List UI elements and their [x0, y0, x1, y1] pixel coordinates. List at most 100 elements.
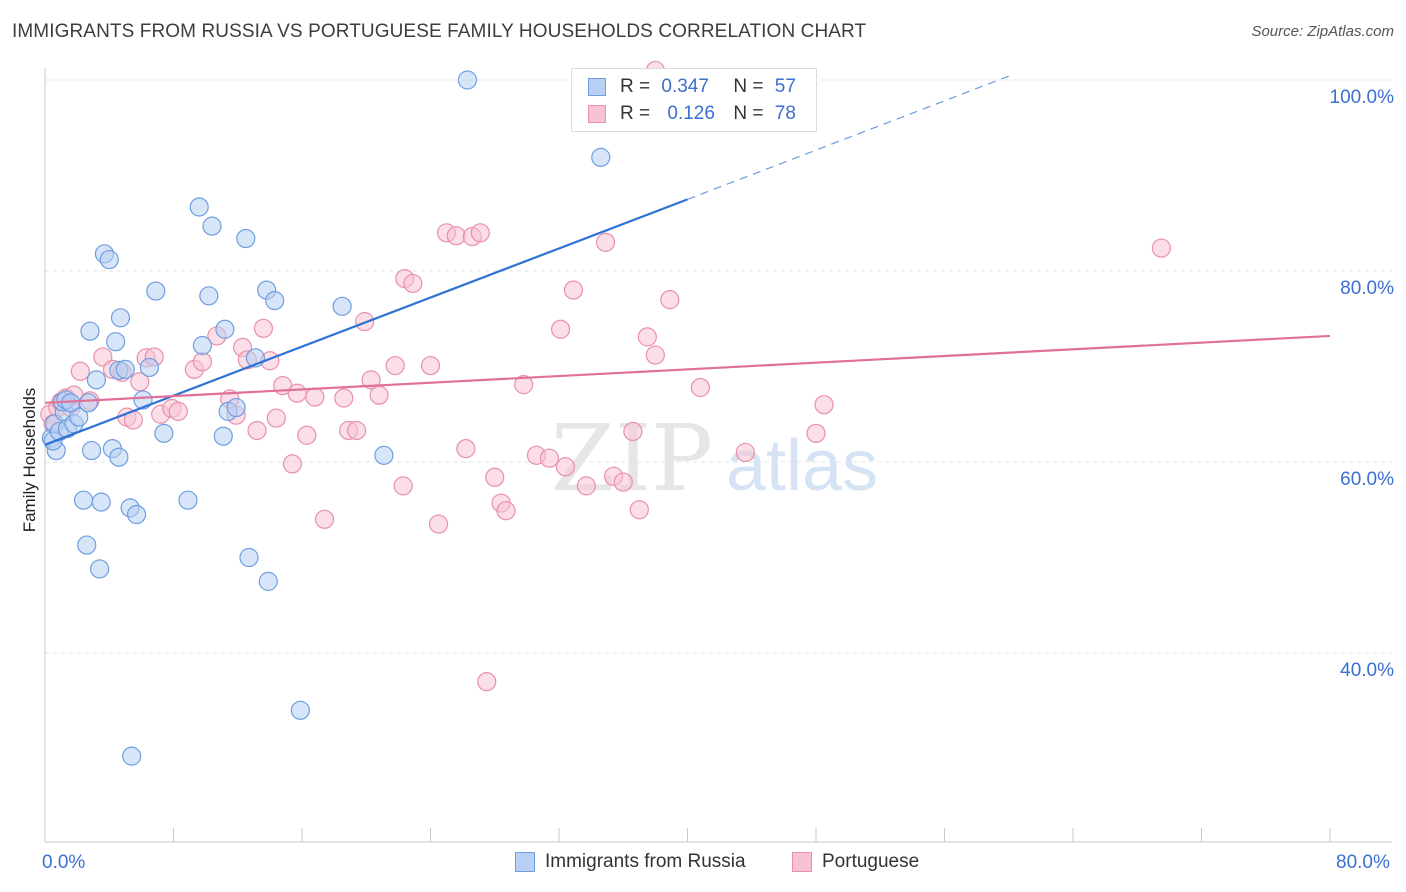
legend-swatch-portuguese: [792, 852, 812, 872]
portuguese-point-47[interactable]: [420, 355, 441, 376]
portuguese-point-63[interactable]: [576, 476, 596, 496]
portuguese-point-50[interactable]: [446, 226, 466, 246]
portuguese-point-14[interactable]: [130, 372, 150, 392]
x-tick-label-min: 0.0%: [42, 852, 86, 873]
russia-point-15[interactable]: [80, 321, 100, 341]
portuguese-point-46[interactable]: [393, 476, 413, 496]
russia-point-50[interactable]: [374, 445, 394, 465]
n-label: N =: [733, 103, 764, 124]
russia-point-25[interactable]: [109, 447, 129, 467]
legend-item-russia[interactable]: Immigrants from Russia: [515, 851, 746, 873]
russia-trend-extension: [687, 75, 1009, 200]
portuguese-point-71[interactable]: [660, 290, 680, 310]
portuguese-point-33[interactable]: [287, 383, 307, 403]
russia-point-10[interactable]: [69, 407, 89, 427]
portuguese-point-48[interactable]: [428, 514, 449, 534]
russia-point-38[interactable]: [178, 490, 198, 510]
russia-point-41[interactable]: [226, 397, 246, 418]
russia-point-43[interactable]: [236, 228, 256, 249]
legend-item-portuguese[interactable]: Portuguese: [792, 851, 919, 873]
portuguese-point-30[interactable]: [266, 408, 286, 428]
portuguese-point-41[interactable]: [361, 370, 381, 390]
portuguese-point-45[interactable]: [403, 273, 423, 294]
portuguese-point-70[interactable]: [645, 345, 665, 365]
russia-point-13[interactable]: [86, 370, 107, 390]
russia-point-19[interactable]: [110, 308, 131, 328]
russia-point-30[interactable]: [133, 390, 153, 410]
portuguese-point-76[interactable]: [814, 395, 834, 415]
russia-point-52[interactable]: [122, 746, 142, 766]
portuguese-point-34[interactable]: [297, 425, 317, 445]
portuguese-point-77[interactable]: [477, 672, 497, 692]
russia-point-46[interactable]: [265, 291, 285, 311]
russia-point-33[interactable]: [154, 423, 174, 443]
r-value-portuguese: 0.126: [667, 103, 715, 124]
portuguese-point-43[interactable]: [385, 355, 405, 376]
portuguese-point-28[interactable]: [253, 318, 274, 338]
russia-point-39[interactable]: [215, 319, 235, 339]
portuguese-point-57[interactable]: [514, 375, 534, 395]
russia-point-49[interactable]: [332, 296, 352, 316]
russia-point-32[interactable]: [146, 281, 166, 301]
portuguese-point-74[interactable]: [735, 442, 755, 463]
russia-point-28[interactable]: [77, 535, 97, 555]
data-points: [40, 60, 1171, 766]
russia-point-34[interactable]: [189, 197, 209, 217]
portuguese-point-35[interactable]: [305, 387, 325, 407]
portuguese-point-66[interactable]: [613, 472, 633, 492]
russia-point-29[interactable]: [90, 559, 110, 579]
x-tick-label-max: 80.0%: [1336, 852, 1390, 873]
portuguese-point-62[interactable]: [563, 280, 584, 300]
portuguese-point-56[interactable]: [496, 501, 516, 521]
portuguese-point-21[interactable]: [192, 352, 213, 372]
y-tick-label-40: 40.0%: [1340, 660, 1394, 681]
stats-legend-row-russia: R = 0.347 N = 57: [588, 76, 796, 98]
portuguese-point-36[interactable]: [314, 509, 335, 529]
portuguese-point-60[interactable]: [551, 319, 571, 339]
portuguese-point-27[interactable]: [247, 420, 267, 441]
portuguese-point-73[interactable]: [690, 377, 710, 398]
portuguese-point-61[interactable]: [555, 457, 576, 477]
russia-point-47[interactable]: [239, 547, 259, 568]
y-tick-label-60: 60.0%: [1340, 469, 1394, 490]
portuguese-point-37[interactable]: [334, 388, 354, 408]
portuguese-point-51[interactable]: [456, 439, 476, 459]
russia-point-48[interactable]: [258, 571, 278, 591]
russia-point-18[interactable]: [106, 332, 126, 352]
portuguese-point-78[interactable]: [1151, 238, 1171, 258]
russia-point-35[interactable]: [202, 216, 222, 236]
russia-point-36[interactable]: [199, 286, 219, 306]
portuguese-point-68[interactable]: [629, 500, 649, 520]
portuguese-point-54[interactable]: [485, 467, 505, 487]
russia-point-31[interactable]: [139, 357, 160, 378]
russia-point-11[interactable]: [78, 393, 98, 413]
russia-point-17[interactable]: [99, 249, 119, 270]
legend-swatch-russia: [515, 852, 535, 872]
russia-point-42[interactable]: [213, 426, 233, 446]
russia-point-12[interactable]: [81, 440, 102, 461]
russia-point-37[interactable]: [192, 335, 213, 356]
portuguese-point-19[interactable]: [168, 401, 188, 421]
portuguese-point-32[interactable]: [282, 454, 302, 474]
portuguese-point-6[interactable]: [70, 361, 90, 381]
portuguese-point-69[interactable]: [637, 327, 657, 347]
y-tick-label-100: 100.0%: [1329, 87, 1394, 108]
portuguese-point-67[interactable]: [623, 421, 643, 442]
portuguese-point-42[interactable]: [369, 385, 389, 405]
russia-point-23[interactable]: [91, 492, 111, 512]
russia-point-51[interactable]: [290, 700, 310, 720]
legend-swatch-portuguese: [588, 105, 606, 123]
portuguese-point-53[interactable]: [470, 223, 490, 243]
portuguese-point-59[interactable]: [539, 448, 559, 468]
legend-label-portuguese: Portuguese: [822, 851, 920, 872]
portuguese-point-64[interactable]: [595, 232, 616, 252]
russia-point-53[interactable]: [457, 70, 478, 90]
russia-point-21[interactable]: [115, 359, 135, 379]
n-value-portuguese: 78: [774, 103, 796, 124]
russia-point-27[interactable]: [126, 504, 147, 525]
portuguese-point-75[interactable]: [806, 423, 826, 443]
russia-point-54[interactable]: [591, 147, 611, 167]
russia-point-22[interactable]: [73, 490, 94, 510]
portuguese-point-39[interactable]: [347, 420, 367, 441]
